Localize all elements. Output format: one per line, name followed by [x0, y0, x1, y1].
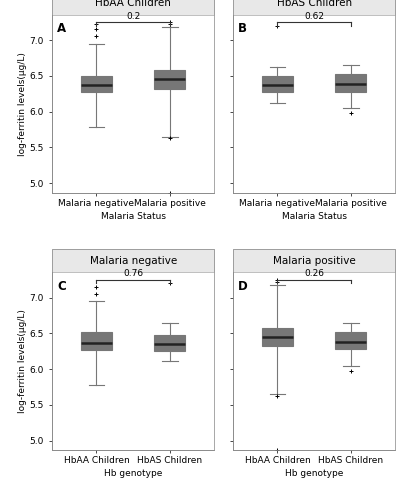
Y-axis label: log-ferritin levels(µg/L): log-ferritin levels(µg/L) [18, 52, 27, 156]
FancyBboxPatch shape [233, 250, 395, 272]
Text: C: C [57, 280, 66, 292]
X-axis label: Malaria Status: Malaria Status [282, 212, 347, 221]
Y-axis label: log-ferritin levels(µg/L): log-ferritin levels(µg/L) [18, 310, 27, 413]
X-axis label: Malaria Status: Malaria Status [101, 212, 166, 221]
X-axis label: Hb genotype: Hb genotype [285, 470, 343, 478]
PathPatch shape [335, 74, 366, 92]
Text: B: B [238, 22, 247, 35]
PathPatch shape [335, 332, 366, 349]
Text: 0.2: 0.2 [126, 12, 140, 20]
FancyBboxPatch shape [52, 250, 214, 272]
FancyBboxPatch shape [52, 0, 214, 15]
PathPatch shape [262, 328, 293, 346]
Text: Malaria negative: Malaria negative [89, 256, 177, 266]
X-axis label: Hb genotype: Hb genotype [104, 470, 162, 478]
Text: HbAS Children: HbAS Children [276, 0, 352, 8]
PathPatch shape [262, 76, 293, 92]
Text: 0.76: 0.76 [123, 269, 143, 278]
Text: 0.62: 0.62 [304, 12, 324, 20]
Text: Malaria positive: Malaria positive [273, 256, 355, 266]
PathPatch shape [81, 332, 112, 350]
Text: HbAA Children: HbAA Children [95, 0, 171, 8]
PathPatch shape [81, 76, 112, 92]
PathPatch shape [154, 336, 185, 351]
Text: 0.26: 0.26 [304, 269, 324, 278]
Text: A: A [57, 22, 66, 35]
PathPatch shape [154, 70, 185, 88]
Text: D: D [238, 280, 248, 292]
FancyBboxPatch shape [233, 0, 395, 15]
